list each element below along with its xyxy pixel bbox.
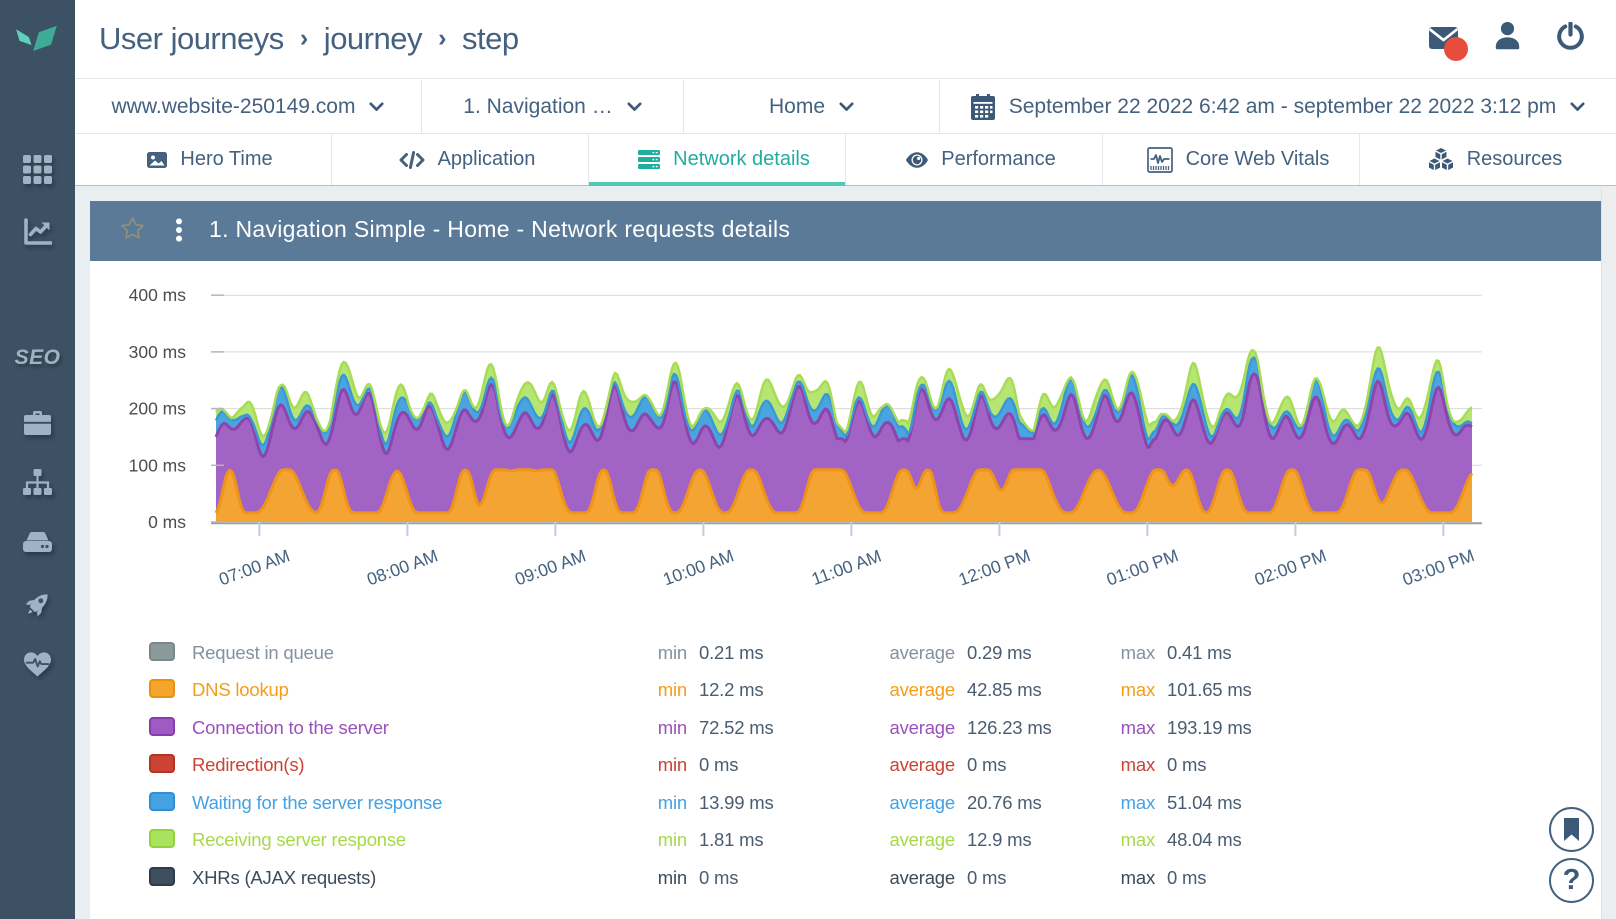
svg-text:10:00 AM: 10:00 AM — [660, 545, 736, 589]
svg-text:100 ms: 100 ms — [129, 455, 187, 475]
svg-text:400 ms: 400 ms — [129, 285, 187, 305]
svg-text:11:00 AM: 11:00 AM — [809, 546, 884, 590]
svg-text:02:00 PM: 02:00 PM — [1252, 545, 1329, 589]
svg-text:07:00 AM: 07:00 AM — [216, 545, 292, 589]
svg-text:09:00 AM: 09:00 AM — [512, 545, 588, 589]
svg-text:03:00 PM: 03:00 PM — [1400, 545, 1477, 589]
svg-text:12:00 PM: 12:00 PM — [956, 545, 1033, 589]
svg-text:01:00 PM: 01:00 PM — [1104, 545, 1181, 589]
svg-text:0 ms: 0 ms — [148, 512, 186, 532]
svg-text:200 ms: 200 ms — [129, 399, 187, 419]
svg-text:08:00 AM: 08:00 AM — [364, 545, 440, 589]
svg-text:300 ms: 300 ms — [129, 342, 187, 362]
